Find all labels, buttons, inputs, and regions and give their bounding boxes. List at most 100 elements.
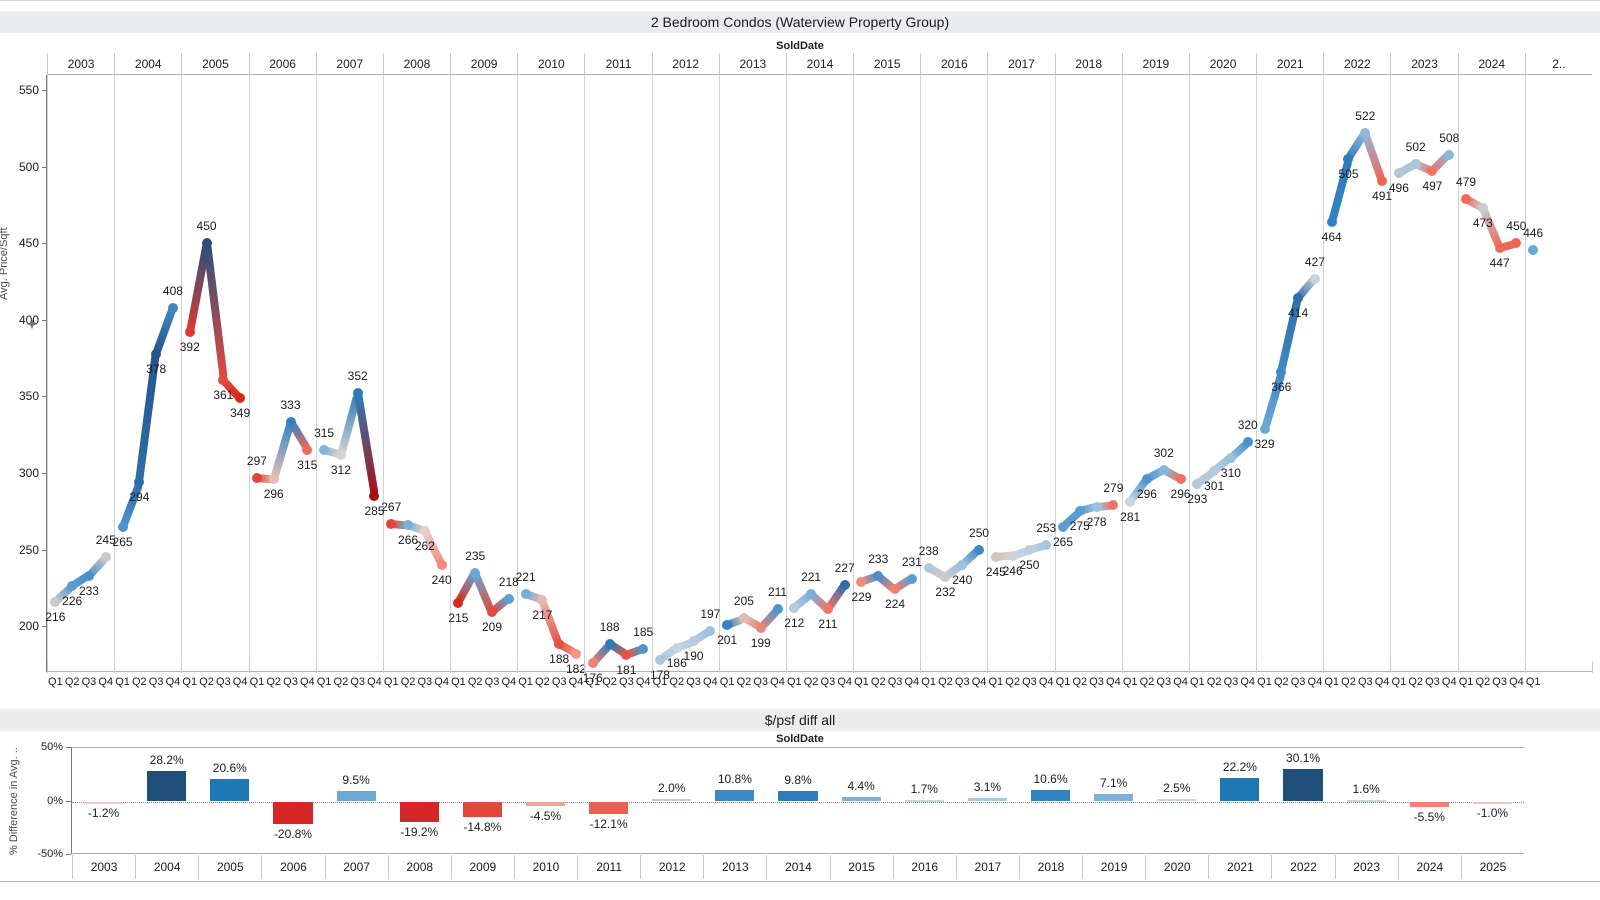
data-point[interactable] [403,520,414,531]
data-point[interactable] [638,644,649,655]
data-point[interactable] [688,636,699,647]
data-point[interactable] [319,445,330,456]
data-point[interactable] [1158,464,1169,475]
data-point[interactable] [1259,423,1270,434]
data-point[interactable] [470,567,481,578]
data-point[interactable] [134,477,145,488]
bar[interactable] [336,791,376,802]
bar[interactable] [1283,769,1323,802]
bar[interactable] [83,801,124,804]
data-point[interactable] [1309,273,1320,284]
bar[interactable] [967,798,1007,802]
data-point[interactable] [822,604,833,615]
data-point[interactable] [873,570,884,581]
data-point[interactable] [755,622,766,633]
data-point[interactable] [1041,539,1052,550]
data-point[interactable] [772,604,783,615]
data-point[interactable] [1360,128,1371,139]
bar[interactable] [1346,799,1386,802]
data-point[interactable] [487,607,498,618]
bar[interactable] [1157,798,1197,802]
bar[interactable] [1094,793,1134,802]
data-point[interactable] [83,570,94,581]
data-point[interactable] [604,639,615,650]
data-point[interactable] [1058,521,1068,532]
data-point[interactable] [117,521,128,532]
bar[interactable] [399,801,439,823]
data-point[interactable] [352,388,363,399]
data-point[interactable] [1091,501,1102,512]
data-point[interactable] [503,593,514,604]
data-point[interactable] [67,581,78,592]
data-point[interactable] [1276,366,1287,377]
data-point[interactable] [957,559,968,570]
data-point[interactable] [1477,203,1488,214]
data-point[interactable] [940,572,951,583]
data-point[interactable] [671,642,682,653]
data-point[interactable] [386,518,397,529]
data-point[interactable] [587,657,598,668]
data-point[interactable] [335,449,346,460]
data-point[interactable] [167,302,178,313]
data-point[interactable] [1511,238,1522,249]
data-point[interactable] [436,559,447,570]
data-point[interactable] [621,650,632,661]
data-point[interactable] [974,544,985,555]
bar[interactable] [1472,801,1512,804]
bar[interactable] [147,771,187,802]
bar[interactable] [1409,801,1449,808]
data-point[interactable] [1528,244,1539,255]
data-point[interactable] [1494,242,1505,253]
data-point[interactable] [1242,437,1253,448]
bar[interactable] [273,801,313,824]
data-point[interactable] [1377,175,1388,186]
bar[interactable] [715,789,755,802]
data-point[interactable] [1125,497,1136,508]
bar[interactable] [525,801,566,807]
bar[interactable] [462,801,502,818]
data-point[interactable] [1007,550,1018,561]
data-point[interactable] [890,584,901,595]
data-point[interactable] [1410,158,1421,169]
data-point[interactable] [554,639,565,650]
data-point[interactable] [1108,500,1119,511]
data-point[interactable] [285,417,296,428]
data-point[interactable] [1074,506,1085,517]
data-point[interactable] [1024,544,1035,555]
data-point[interactable] [789,602,800,613]
data-point[interactable] [268,474,279,485]
data-point[interactable] [856,576,867,587]
data-point[interactable] [839,579,850,590]
bar[interactable] [1220,777,1260,802]
data-point[interactable] [570,648,581,659]
data-point[interactable] [100,552,111,563]
data-point[interactable] [1393,167,1404,178]
data-point[interactable] [1175,474,1186,485]
data-point[interactable] [1427,166,1438,177]
bar[interactable] [904,799,944,802]
bar[interactable] [1030,790,1071,802]
data-point[interactable] [201,238,212,249]
data-point[interactable] [923,562,934,573]
data-point[interactable] [235,392,246,403]
data-point[interactable] [654,654,665,665]
data-point[interactable] [1192,478,1203,489]
data-point[interactable] [184,327,195,338]
data-point[interactable] [1444,149,1455,160]
data-point[interactable] [302,445,313,456]
data-point[interactable] [537,595,548,606]
data-point[interactable] [1209,466,1220,477]
data-point[interactable] [453,598,464,609]
data-point[interactable] [1326,216,1337,227]
data-point[interactable] [251,472,262,483]
data-point[interactable] [1141,474,1152,485]
data-point[interactable] [1343,154,1354,165]
data-point[interactable] [1225,452,1236,463]
data-point[interactable] [151,348,162,359]
data-point[interactable] [705,625,716,636]
bar[interactable] [210,779,250,802]
data-point[interactable] [50,596,61,607]
data-point[interactable] [906,573,917,584]
data-point[interactable] [419,526,430,537]
data-point[interactable] [1293,293,1304,304]
